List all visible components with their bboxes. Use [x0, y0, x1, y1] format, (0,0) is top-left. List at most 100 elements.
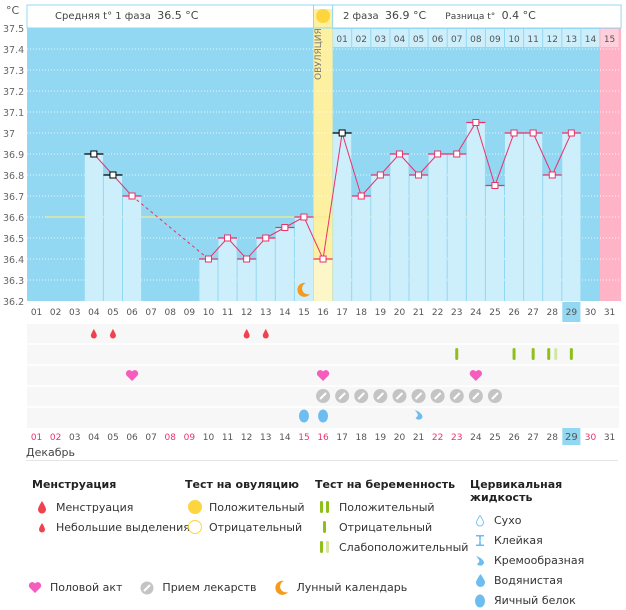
- month-divider: [26, 460, 618, 461]
- temperature-segment: [303, 216, 324, 260]
- date-label: 29: [565, 432, 578, 443]
- y-tick-label: 36.8: [3, 171, 24, 182]
- legend-item: Водянистая: [470, 570, 626, 590]
- temperature-bar: [466, 122, 485, 301]
- cycle-day-cell: [524, 29, 543, 47]
- date-label: 07: [145, 433, 156, 443]
- cycle-day-cell: [390, 29, 409, 47]
- cycle-day-cell: [352, 29, 371, 47]
- pill-icon-stripe: [319, 392, 327, 400]
- phase2-value: 36.9 °C: [385, 9, 427, 22]
- temperature-point: [224, 234, 232, 242]
- heart-icon: [125, 370, 139, 381]
- x-tick-label: 30: [585, 308, 597, 318]
- temperature-point: [204, 255, 212, 263]
- date-label: 13: [260, 433, 271, 443]
- x-tick-label: 17: [336, 308, 347, 318]
- y-tick-label: 37.4: [3, 45, 24, 56]
- legend-item: Небольшие выделения: [32, 517, 190, 537]
- temperature-point: [243, 255, 251, 263]
- temperature-point: [357, 192, 365, 200]
- pill-icon-stripe: [338, 392, 346, 400]
- creamy-icon: [470, 554, 490, 567]
- month-label: Декабрь: [26, 446, 75, 459]
- temperature-segment: [322, 132, 343, 260]
- legend-cervical-fluid: Цервикальная жидкость Сухо Клейкая Кремо…: [470, 478, 626, 610]
- x-tick-label: 16: [317, 308, 329, 318]
- blood-drop-icon: [32, 500, 52, 514]
- pregnancy-negative-icon: [455, 348, 459, 360]
- legend-item: Лунный календарь: [274, 580, 407, 595]
- cycle-day-cell: [562, 29, 581, 47]
- temperature-point: [376, 171, 384, 179]
- moon-icon: [274, 580, 289, 595]
- y-tick-label: 37.5: [3, 24, 24, 35]
- temperature-point: [510, 129, 518, 137]
- x-tick-label: 31: [604, 308, 615, 318]
- temperature-point: [395, 150, 403, 158]
- date-label: 24: [470, 433, 482, 443]
- cycle-day-cell: [447, 29, 466, 47]
- pill-icon-stripe: [472, 392, 480, 400]
- legend-title: Цервикальная жидкость: [470, 478, 563, 504]
- cycle-day-cell: [581, 29, 600, 47]
- cycle-day-label: 11: [527, 35, 538, 45]
- y-tick-label: 36.5: [3, 234, 24, 245]
- x-tick-label: 22: [432, 308, 443, 318]
- temperature-segment: [131, 195, 209, 260]
- moon-icon: [297, 282, 310, 297]
- date-label: 20: [394, 433, 406, 443]
- egg-white-icon: [318, 409, 329, 423]
- x-tick-label: 02: [50, 308, 61, 318]
- cycle-day-label: 10: [508, 35, 520, 45]
- legend-item: Яичный белок: [470, 590, 626, 610]
- x-tick-label: 03: [69, 308, 80, 318]
- x-tick-label: 08: [165, 308, 177, 318]
- date-label: 19: [375, 433, 387, 443]
- legend-item: Сухо: [470, 510, 626, 530]
- x-tick-label: 14: [279, 308, 291, 318]
- cycle-day-cell: [333, 29, 352, 47]
- y-tick-label: 36.4: [3, 255, 24, 266]
- y-tick-label: 36.6: [3, 213, 24, 224]
- pill-icon-stripe: [453, 392, 461, 400]
- legend-item: Положительный: [185, 497, 305, 517]
- x-tick-label: 04: [88, 308, 100, 318]
- pill-icon-stripe: [414, 392, 423, 400]
- next-cycle-label: 15: [604, 35, 615, 45]
- temperature-segment: [532, 132, 553, 176]
- legend-item: Слабоположительный: [315, 537, 468, 557]
- sticky-icon: [470, 534, 490, 547]
- temperature-bar: [390, 154, 409, 301]
- pregnancy-weak-icon-line2: [554, 348, 558, 360]
- unit-label: °C: [6, 4, 20, 17]
- temperature-point: [319, 255, 327, 263]
- date-label: 14: [279, 433, 291, 443]
- header-box: [26, 4, 622, 29]
- cycle-day-label: 13: [566, 35, 577, 45]
- blood-drop-icon: [90, 329, 97, 339]
- temperature-bar: [199, 259, 218, 301]
- x-tick-label: 09: [184, 308, 196, 318]
- legend-item: Отрицательный: [315, 517, 468, 537]
- cycle-day-label: 12: [547, 35, 558, 45]
- y-tick-label: 36.7: [3, 192, 24, 203]
- temperature-bar: [314, 259, 333, 301]
- temperature-point: [262, 234, 270, 242]
- temperature-bar: [218, 238, 237, 301]
- date-label: 12: [241, 433, 252, 443]
- cycle-day-label: 06: [432, 35, 444, 45]
- pill-icon-stripe: [357, 392, 365, 400]
- x-tick-label: 21: [413, 308, 424, 318]
- cycle-day-label: 09: [489, 35, 501, 45]
- y-tick-label: 36.9: [3, 150, 24, 161]
- temperature-bar: [275, 227, 294, 301]
- pill-icon-stripe: [376, 392, 385, 400]
- legend-title: Менструация: [32, 478, 117, 491]
- phase1-value: 36.5 °C: [157, 9, 199, 22]
- temperature-segment: [551, 132, 572, 176]
- date-label: 02: [50, 433, 61, 443]
- cycle-day-label: 02: [356, 35, 367, 45]
- cycle-day-cell: [371, 29, 390, 47]
- cycle-day-cell: [409, 29, 428, 47]
